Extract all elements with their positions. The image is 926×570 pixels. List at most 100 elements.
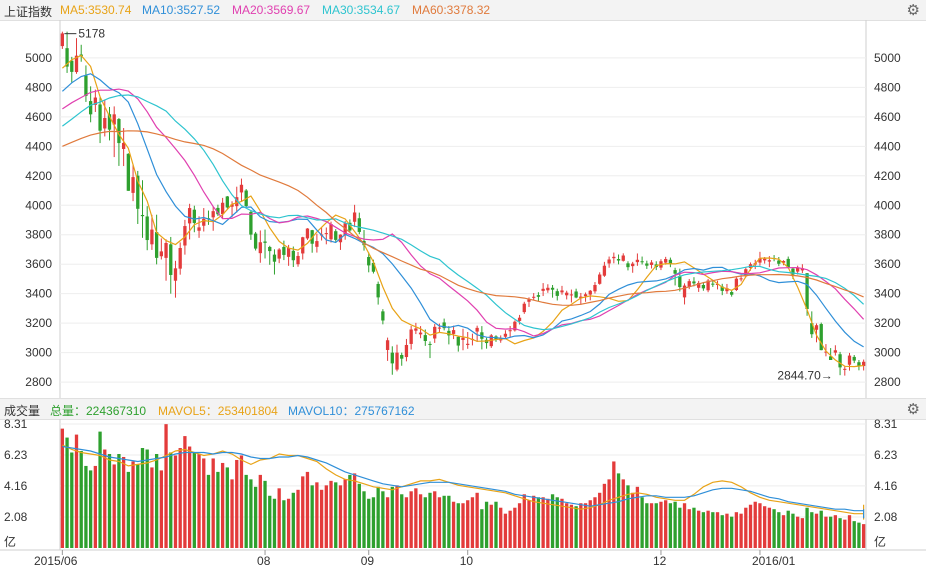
candle-body xyxy=(291,250,295,261)
candle-body xyxy=(763,258,767,261)
volume-bar xyxy=(192,452,196,548)
volume-bar xyxy=(107,453,112,548)
volume-bar xyxy=(664,500,668,548)
candle-body xyxy=(635,259,640,263)
candle-body xyxy=(555,291,559,296)
candle-body xyxy=(781,260,786,263)
candle-body xyxy=(673,270,677,274)
ma-line-ma20 xyxy=(62,88,865,337)
volume-bar xyxy=(833,515,838,548)
candle-body xyxy=(253,233,258,249)
candle-body xyxy=(230,204,234,207)
volume-bar xyxy=(235,459,239,548)
candle-body xyxy=(272,254,277,262)
volume-bar xyxy=(744,507,748,548)
volume-bar xyxy=(616,473,621,548)
volume-bar xyxy=(654,503,658,548)
candle-body xyxy=(649,262,654,265)
candle-body xyxy=(211,211,215,218)
candle-body xyxy=(423,335,427,341)
volume-bar xyxy=(60,428,65,548)
candle-body xyxy=(367,256,371,266)
volume-bar xyxy=(659,501,663,548)
volume-bar xyxy=(343,479,347,548)
candle-body xyxy=(433,326,437,339)
candle-body xyxy=(503,333,508,337)
volume-tick-right: 8.31 xyxy=(874,417,898,431)
volume-bar xyxy=(621,479,625,548)
candle-body xyxy=(593,284,597,292)
volume-panel-header: 成交量 总量：224367310 MAVOL5：253401804 MAVOL1… xyxy=(0,398,926,420)
candle-body xyxy=(286,248,291,257)
candle-body xyxy=(791,268,795,275)
candle-body xyxy=(522,303,526,313)
candle-body xyxy=(805,273,809,310)
volume-bar xyxy=(612,461,616,548)
gear-icon[interactable]: ⚙ xyxy=(906,401,920,418)
candle-body xyxy=(682,285,687,298)
price-tick-left: 4400 xyxy=(25,139,52,153)
candle-body xyxy=(239,184,244,193)
volume-bar xyxy=(480,509,484,548)
volume-bar xyxy=(546,498,550,548)
candle-body xyxy=(150,229,154,245)
date-label: 10 xyxy=(460,554,474,568)
ma30-legend: MA30:3534.67 xyxy=(322,3,401,17)
candle-body xyxy=(517,317,522,321)
candle-body xyxy=(173,268,178,281)
volume-bar xyxy=(117,453,121,548)
volume-bar xyxy=(352,473,357,548)
candle-body xyxy=(847,355,852,365)
volume-bar xyxy=(767,507,772,548)
volume-bar xyxy=(541,497,545,548)
price-tick-right: 4400 xyxy=(874,139,901,153)
candle-body xyxy=(786,258,790,268)
gear-icon[interactable]: ⚙ xyxy=(906,2,920,19)
candle-body xyxy=(305,228,310,239)
candle-body xyxy=(381,311,385,321)
candle-body xyxy=(428,343,432,345)
candle-body xyxy=(126,153,130,191)
volume-bar xyxy=(711,512,715,548)
candle-body xyxy=(536,295,541,297)
candle-body xyxy=(301,237,305,254)
volume-bar xyxy=(136,464,140,548)
volume-bar xyxy=(145,449,149,548)
low-annotation: 2844.70→ xyxy=(777,369,832,383)
volume-bar xyxy=(159,470,163,548)
candle-body xyxy=(550,287,555,290)
volume-bar xyxy=(810,512,814,548)
volume-bar xyxy=(730,516,734,548)
price-tick-right: 3800 xyxy=(874,228,901,242)
candle-body xyxy=(159,251,163,257)
candle-body xyxy=(574,291,578,298)
candle-body xyxy=(442,322,446,329)
candle-body xyxy=(121,142,126,149)
volume-bar xyxy=(305,471,310,548)
candle-body xyxy=(352,212,357,222)
volume-bar xyxy=(428,492,432,548)
candle-body xyxy=(296,255,300,265)
candle-body xyxy=(136,175,140,209)
volume-bar xyxy=(400,494,404,548)
volume-bar xyxy=(329,480,333,548)
volume-bar xyxy=(631,492,635,548)
candle-body xyxy=(579,296,583,299)
volume-bar xyxy=(272,498,277,548)
volume-bar xyxy=(88,470,93,548)
volume-bar xyxy=(93,465,98,548)
price-tick-right: 3200 xyxy=(874,316,901,330)
volume-bar xyxy=(140,448,145,548)
candle-body xyxy=(400,354,404,359)
volume-bar xyxy=(748,504,753,548)
volume-bar xyxy=(249,479,253,548)
candle-body xyxy=(616,259,621,261)
volume-bar xyxy=(857,522,861,548)
candle-body xyxy=(418,332,423,335)
candle-body xyxy=(645,263,649,266)
volume-bar xyxy=(239,455,244,548)
candle-body xyxy=(819,324,823,351)
candle-body xyxy=(451,330,456,334)
volume-bar xyxy=(673,501,677,548)
